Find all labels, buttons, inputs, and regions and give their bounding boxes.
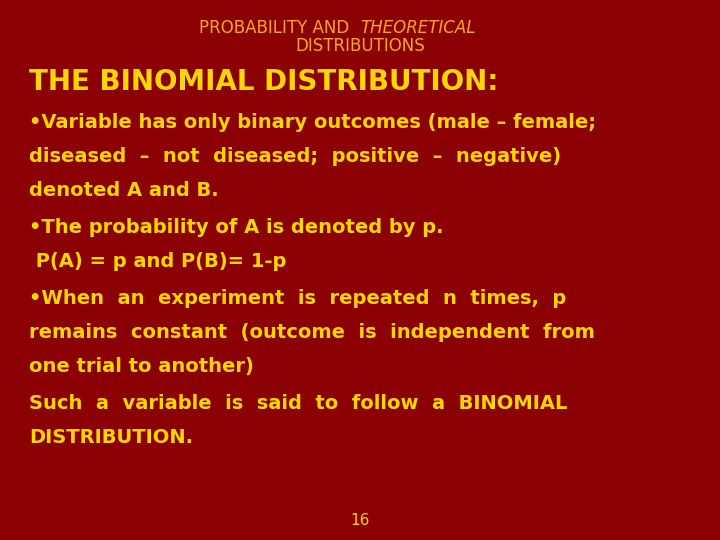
- Text: •When  an  experiment  is  repeated  n  times,  p: •When an experiment is repeated n times,…: [29, 289, 566, 308]
- Text: diseased  –  not  diseased;  positive  –  negative): diseased – not diseased; positive – nega…: [29, 147, 561, 166]
- Text: DISTRIBUTION.: DISTRIBUTION.: [29, 428, 193, 447]
- Text: denoted A and B.: denoted A and B.: [29, 181, 218, 200]
- Text: •The probability of A is denoted by p.: •The probability of A is denoted by p.: [29, 218, 444, 237]
- Text: remains  constant  (outcome  is  independent  from: remains constant (outcome is independent…: [29, 323, 595, 342]
- Text: •Variable has only binary outcomes (male – female;: •Variable has only binary outcomes (male…: [29, 113, 596, 132]
- Text: Such  a  variable  is  said  to  follow  a  BINOMIAL: Such a variable is said to follow a BINO…: [29, 394, 567, 413]
- Text: 16: 16: [351, 513, 369, 528]
- Text: P(A) = p and P(B)= 1-p: P(A) = p and P(B)= 1-p: [29, 252, 286, 271]
- Text: PROBABILITY AND: PROBABILITY AND: [199, 19, 360, 37]
- Text: DISTRIBUTIONS: DISTRIBUTIONS: [295, 37, 425, 55]
- Text: THE BINOMIAL DISTRIBUTION:: THE BINOMIAL DISTRIBUTION:: [29, 68, 498, 96]
- Text: one trial to another): one trial to another): [29, 357, 253, 376]
- Text: THEORETICAL: THEORETICAL: [360, 19, 475, 37]
